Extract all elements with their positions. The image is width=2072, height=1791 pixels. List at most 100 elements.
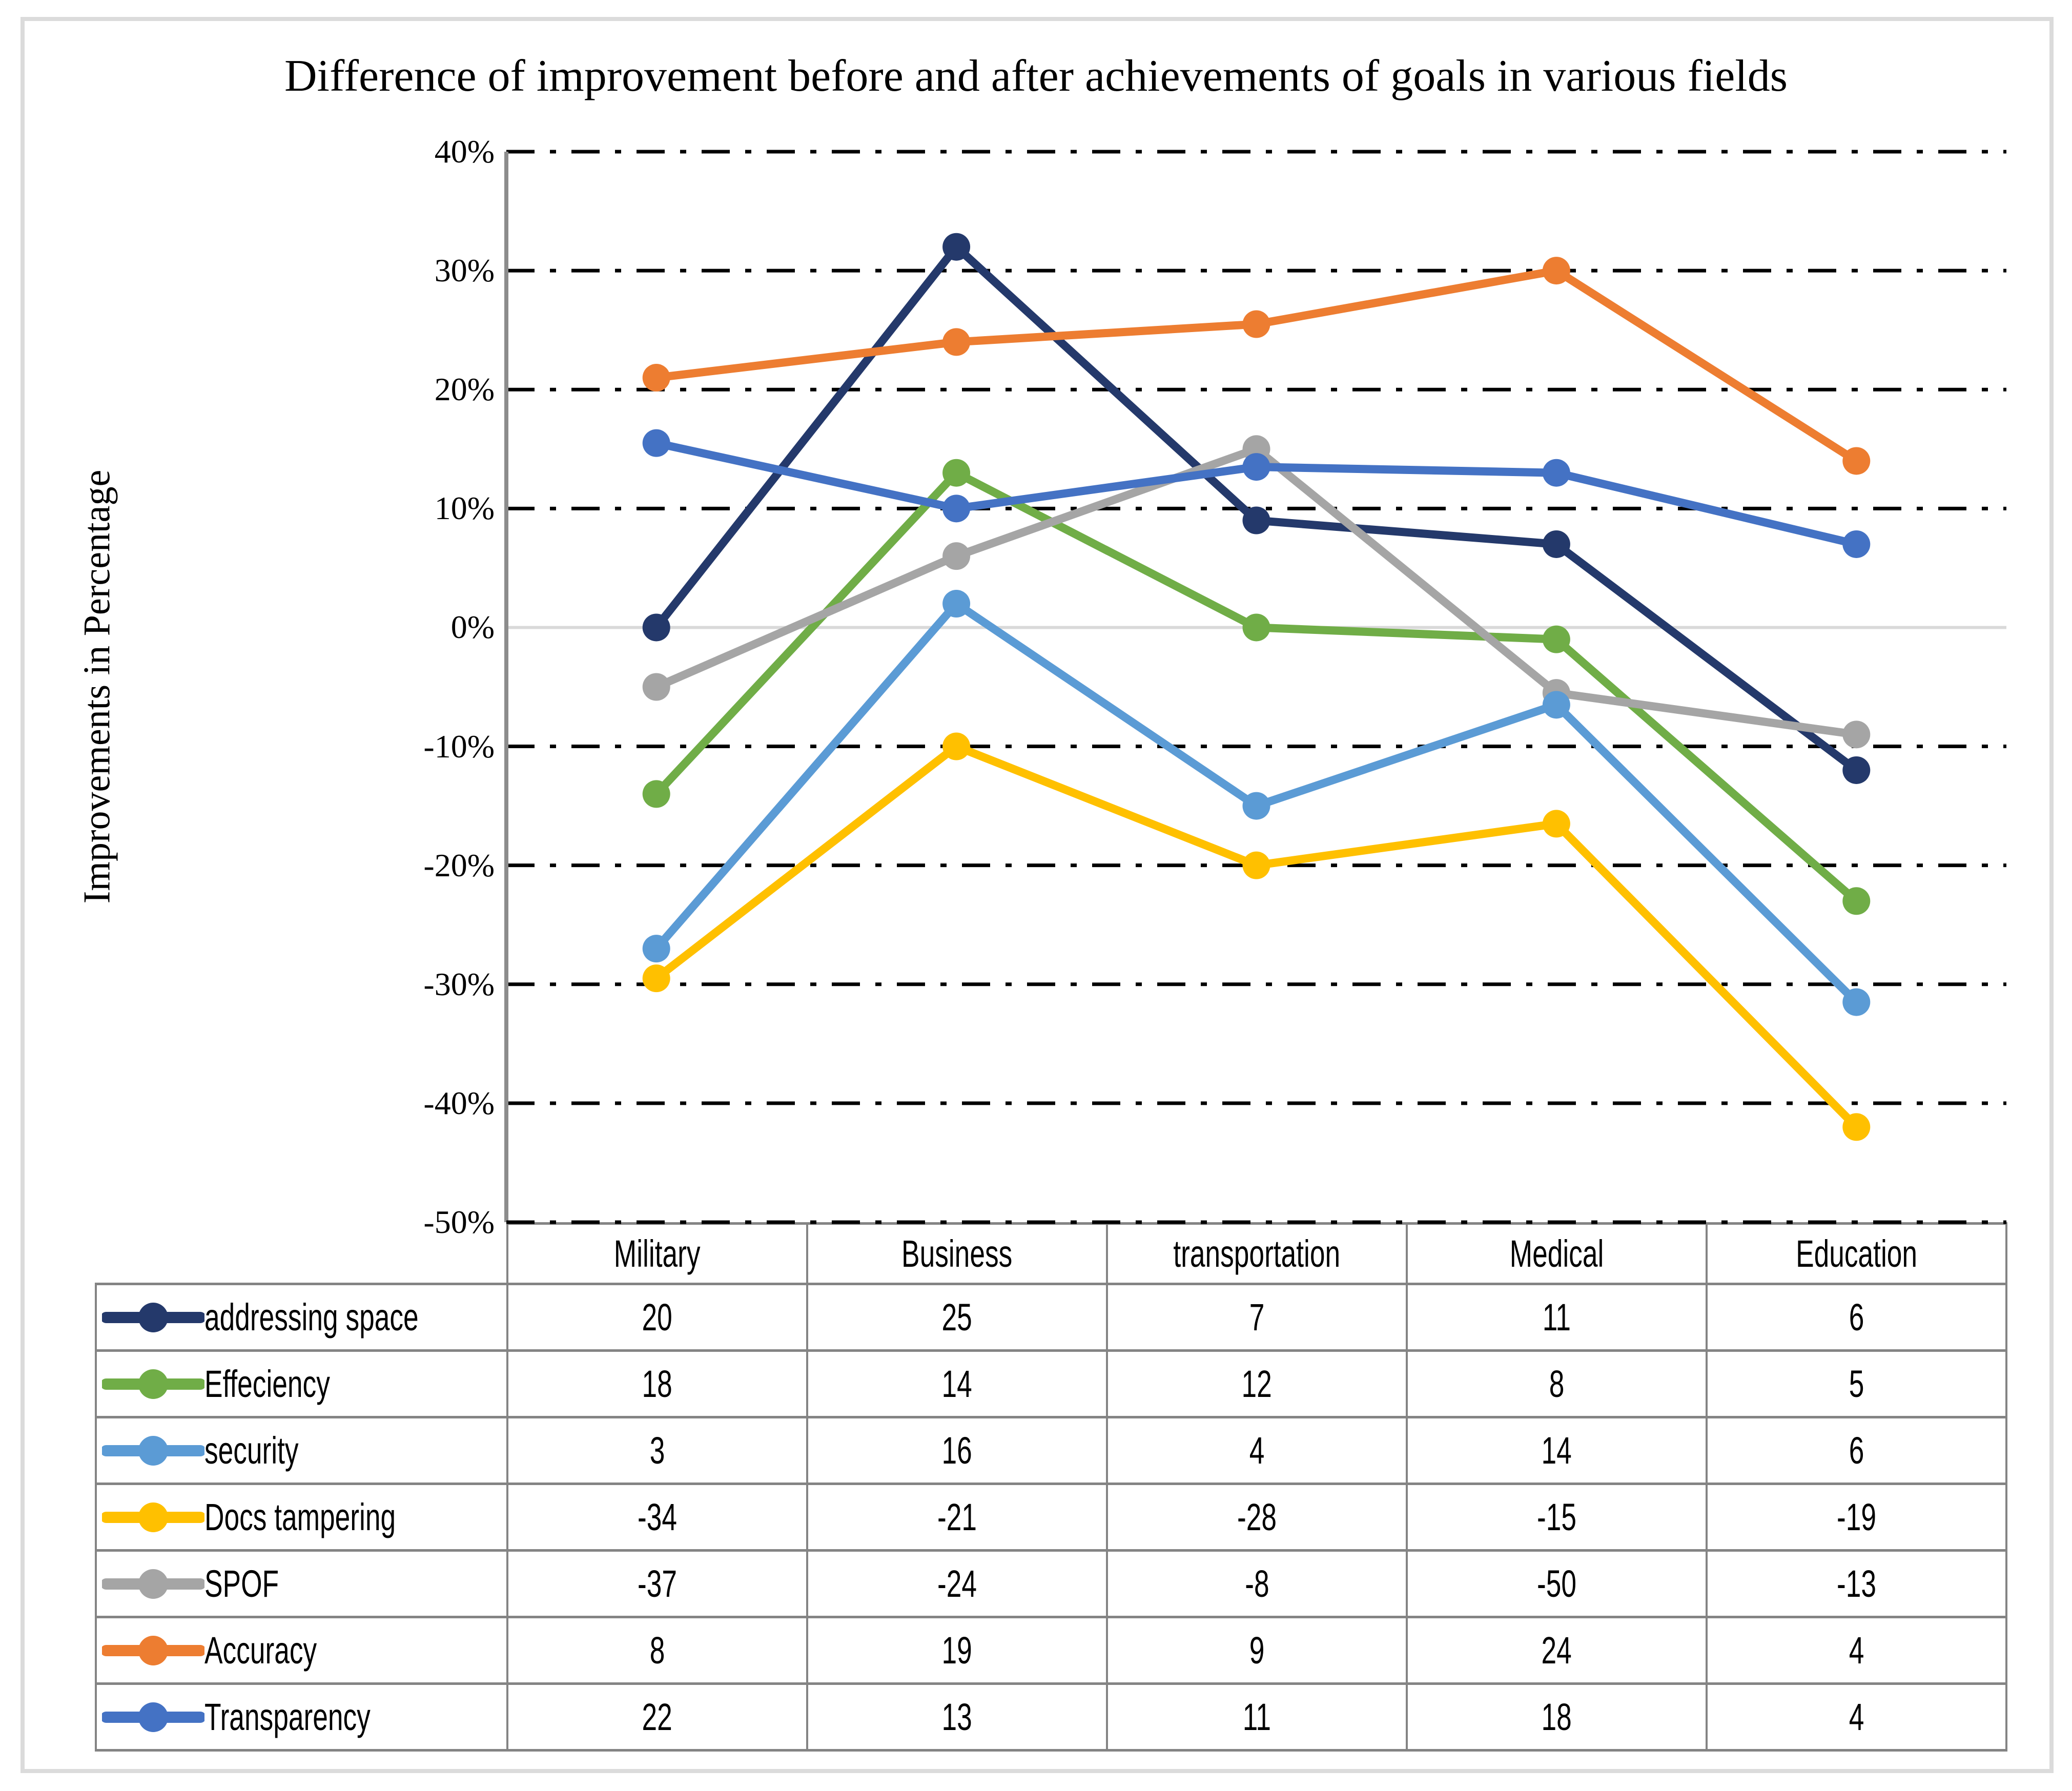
value-cell-security-transportation: 4 (1106, 1416, 1408, 1485)
value-text: 25 (941, 1296, 973, 1339)
y-tick-label: -40% (423, 1084, 495, 1121)
y-tick-label: 30% (434, 252, 495, 289)
column-header-military: Military (506, 1222, 808, 1285)
value-cell-accuracy-business: 19 (806, 1616, 1108, 1685)
value-text: 11 (1542, 1296, 1571, 1339)
value-text: -37 (637, 1562, 677, 1605)
table-header-row: Military Business transportation Medical Edu… (96, 1222, 2007, 1285)
value-text: 8 (649, 1629, 665, 1672)
page-border-frame (20, 17, 2054, 1773)
column-header-transportation: transportation (1106, 1222, 1408, 1285)
y-tick-label: 0% (450, 609, 495, 646)
column-header-medical: Medical (1406, 1222, 1708, 1285)
value-cell-security-medical: 14 (1406, 1416, 1708, 1485)
legend-label: Effeciency (204, 1363, 330, 1405)
value-cell-security-military: 3 (506, 1416, 808, 1485)
value-text: 18 (642, 1363, 673, 1405)
value-text: -19 (1836, 1496, 1876, 1538)
value-cell-accuracy-transportation: 9 (1106, 1616, 1408, 1685)
value-text: 5 (1849, 1363, 1864, 1405)
legend-key-icon (102, 1569, 204, 1599)
legend-label: Accuracy (204, 1629, 317, 1672)
column-header-business: Business (806, 1222, 1108, 1285)
legend-key-icon (102, 1302, 204, 1332)
legend-label: security (204, 1429, 299, 1472)
value-text: 9 (1249, 1629, 1265, 1672)
value-text: 19 (941, 1629, 973, 1672)
value-cell-effeciency-education: 5 (1706, 1349, 2007, 1418)
column-header-label: Military (614, 1232, 701, 1275)
value-cell-accuracy-education: 4 (1706, 1616, 2007, 1685)
value-text: 14 (941, 1363, 973, 1405)
value-cell-effeciency-business: 14 (806, 1349, 1108, 1418)
value-text: -8 (1244, 1562, 1269, 1605)
value-text: 4 (1849, 1696, 1864, 1738)
column-header-label: transportation (1173, 1232, 1341, 1275)
table-row-accuracy: Accuracy 8 19 9 24 4 (95, 1616, 2007, 1685)
legend-cell-security: security (95, 1416, 508, 1485)
value-cell-spof-military: -37 (506, 1549, 808, 1618)
value-text: 4 (1249, 1429, 1265, 1472)
legend-label: Transparency (204, 1696, 371, 1738)
y-tick-label: -30% (423, 965, 495, 1002)
value-text: -13 (1836, 1562, 1876, 1605)
legend-label: SPOF (204, 1562, 279, 1605)
value-cell-addressing-space-medical: 11 (1406, 1283, 1708, 1352)
value-cell-transparency-education: 4 (1706, 1682, 2007, 1752)
value-cell-security-education: 6 (1706, 1416, 2007, 1485)
legend-cell-accuracy: Accuracy (95, 1616, 508, 1685)
value-cell-effeciency-military: 18 (506, 1349, 808, 1418)
column-header-label: Education (1796, 1232, 1917, 1275)
value-cell-accuracy-medical: 24 (1406, 1616, 1708, 1685)
column-header-label: Business (901, 1232, 1013, 1275)
value-text: -34 (637, 1496, 677, 1538)
chart-data-table: Military Business transportation Medical Edu… (95, 1222, 2007, 1752)
value-cell-docs-tampering-medical: -15 (1406, 1483, 1708, 1552)
value-cell-effeciency-transportation: 12 (1106, 1349, 1408, 1418)
value-cell-effeciency-medical: 8 (1406, 1349, 1708, 1418)
value-cell-addressing-space-military: 20 (506, 1283, 808, 1352)
value-text: 22 (642, 1696, 673, 1738)
value-cell-addressing-space-transportation: 7 (1106, 1283, 1408, 1352)
value-text: 8 (1549, 1363, 1565, 1405)
legend-key-icon (102, 1635, 204, 1665)
value-cell-transparency-transportation: 11 (1106, 1682, 1408, 1752)
value-cell-transparency-business: 13 (806, 1682, 1108, 1752)
value-text: 4 (1849, 1629, 1864, 1672)
table-row-docs-tampering: Docs tampering -34 -21 -28 -15 -19 (95, 1483, 2007, 1552)
legend-key-icon (102, 1702, 204, 1732)
table-corner-cell (96, 1224, 507, 1284)
value-text: 14 (1541, 1429, 1572, 1472)
table-row-effeciency: Effeciency 18 14 12 8 5 (95, 1349, 2007, 1418)
legend-cell-addressing-space: addressing space (95, 1283, 508, 1352)
y-tick-label: 20% (434, 371, 495, 408)
chart-title: Difference of improvement before and aft… (284, 51, 1788, 101)
value-text: -50 (1536, 1562, 1576, 1605)
value-cell-docs-tampering-transportation: -28 (1106, 1483, 1408, 1552)
value-cell-spof-education: -13 (1706, 1549, 2007, 1618)
value-text: 6 (1849, 1296, 1864, 1339)
value-cell-security-business: 16 (806, 1416, 1108, 1485)
value-cell-spof-medical: -50 (1406, 1549, 1708, 1618)
value-text: 12 (1241, 1363, 1273, 1405)
value-text: 3 (649, 1429, 665, 1472)
legend-cell-spof: SPOF (95, 1549, 508, 1618)
value-cell-docs-tampering-business: -21 (806, 1483, 1108, 1552)
value-text: -28 (1237, 1496, 1277, 1538)
value-cell-spof-transportation: -8 (1106, 1549, 1408, 1618)
legend-key-icon (102, 1369, 204, 1399)
value-text: 7 (1249, 1296, 1265, 1339)
y-tick-label: -20% (423, 847, 495, 883)
legend-key-icon (102, 1435, 204, 1466)
value-cell-transparency-medical: 18 (1406, 1682, 1708, 1752)
value-text: 18 (1541, 1696, 1572, 1738)
legend-label: addressing space (204, 1296, 419, 1339)
legend-label: Docs tampering (204, 1496, 396, 1538)
legend-cell-transparency: Transparency (95, 1682, 508, 1752)
value-text: 20 (642, 1296, 673, 1339)
value-cell-spof-business: -24 (806, 1549, 1108, 1618)
value-cell-docs-tampering-military: -34 (506, 1483, 808, 1552)
column-header-label: Medical (1509, 1232, 1604, 1275)
value-text: 11 (1242, 1696, 1271, 1738)
table-row-addressing-space: addressing space 20 25 7 11 6 (95, 1283, 2007, 1352)
